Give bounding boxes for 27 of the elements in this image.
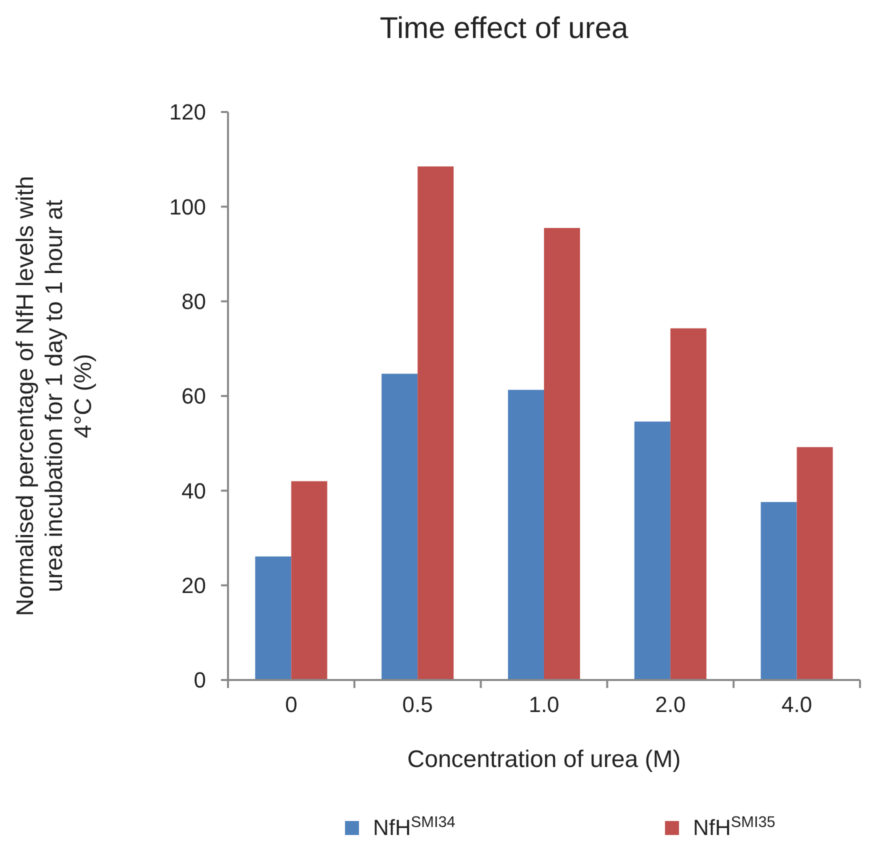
y-tick-label: 40: [182, 478, 206, 504]
y-tick-label: 20: [182, 573, 206, 598]
x-tick-label: 1.0: [528, 692, 560, 717]
y-axis-title: Normalised percentage of NfH levels with urea incubation for 1 day to 1 hour at 4°C (%): [12, 176, 97, 616]
x-tick-label: 0.5: [402, 692, 433, 717]
y-tick-label: 0: [194, 668, 206, 693]
bar: [382, 374, 418, 680]
bar: [544, 228, 580, 680]
x-tick-label: 2.0: [655, 692, 686, 717]
x-tick-label: 0: [285, 692, 298, 717]
x-axis-title: Concentration of urea (M): [407, 746, 681, 773]
bar: [634, 422, 670, 680]
bar: [291, 481, 328, 680]
y-tick-label: 60: [182, 384, 206, 409]
bar: [508, 390, 544, 680]
legend-label: NfH$^{SMI34}$: [373, 814, 456, 840]
y-tick-label: 80: [182, 289, 206, 314]
bar: [760, 502, 797, 680]
legend-label: NfH$^{SMI35}$: [693, 814, 776, 840]
y-tick-label: 120: [169, 100, 206, 125]
bar: [255, 556, 292, 680]
bar: [796, 447, 833, 680]
bar: [418, 166, 454, 680]
chart-title: Time effect of urea: [380, 12, 629, 45]
x-tick-label: 4.0: [782, 692, 812, 717]
y-tick-label: 100: [169, 194, 206, 220]
bar: [670, 328, 706, 680]
